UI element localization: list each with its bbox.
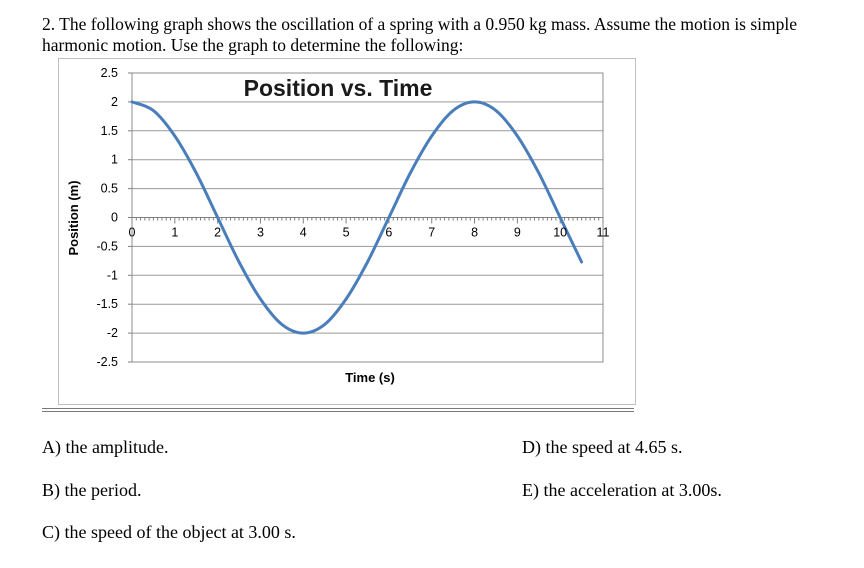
part-d: D) the speed at 4.65 s. xyxy=(522,437,683,457)
x-tick-label: 10 xyxy=(553,226,567,240)
y-tick-label: -1 xyxy=(107,268,118,282)
part-c: C) the speed of the object at 3.00 s. xyxy=(42,522,296,542)
y-tick-label: -0.5 xyxy=(96,239,118,253)
x-tick-label: 4 xyxy=(300,226,307,240)
x-axis-title: Time (s) xyxy=(345,370,395,385)
x-tick-label: 8 xyxy=(471,226,478,240)
y-tick-label: -2.5 xyxy=(96,355,118,369)
question-text: 2. The following graph shows the oscilla… xyxy=(42,14,798,55)
x-tick-label: 9 xyxy=(514,226,521,240)
x-tick-label: 3 xyxy=(257,226,264,240)
position-series-line xyxy=(130,100,584,335)
x-tick-label: 2 xyxy=(214,226,221,240)
y-tick-label: 2.5 xyxy=(101,66,118,80)
y-tick-label: -1.5 xyxy=(96,297,118,311)
part-e: E) the acceleration at 3.00s. xyxy=(522,480,722,500)
chart-title: Position vs. Time xyxy=(244,75,433,101)
x-tick-label: 0 xyxy=(129,226,136,240)
y-tick-label: 0.5 xyxy=(101,182,118,196)
x-tick-label: 11 xyxy=(597,226,610,240)
chart-frame xyxy=(58,58,636,405)
divider-line xyxy=(42,408,634,409)
y-tick-label: 1.5 xyxy=(101,124,118,138)
part-b: B) the period. xyxy=(42,480,142,500)
x-tick-label: 7 xyxy=(428,226,435,240)
y-tick-label: -2 xyxy=(107,326,118,340)
y-axis-title: Position (m) xyxy=(66,180,81,255)
x-tick-label: 1 xyxy=(171,226,178,240)
y-tick-label: 1 xyxy=(111,153,118,167)
y-tick-label: 2 xyxy=(111,95,118,109)
x-tick-label: 6 xyxy=(385,226,392,240)
x-tick-label: 5 xyxy=(343,226,350,240)
part-a: A) the amplitude. xyxy=(42,437,169,457)
divider-line xyxy=(42,411,634,412)
y-tick-label: 0 xyxy=(111,211,118,225)
